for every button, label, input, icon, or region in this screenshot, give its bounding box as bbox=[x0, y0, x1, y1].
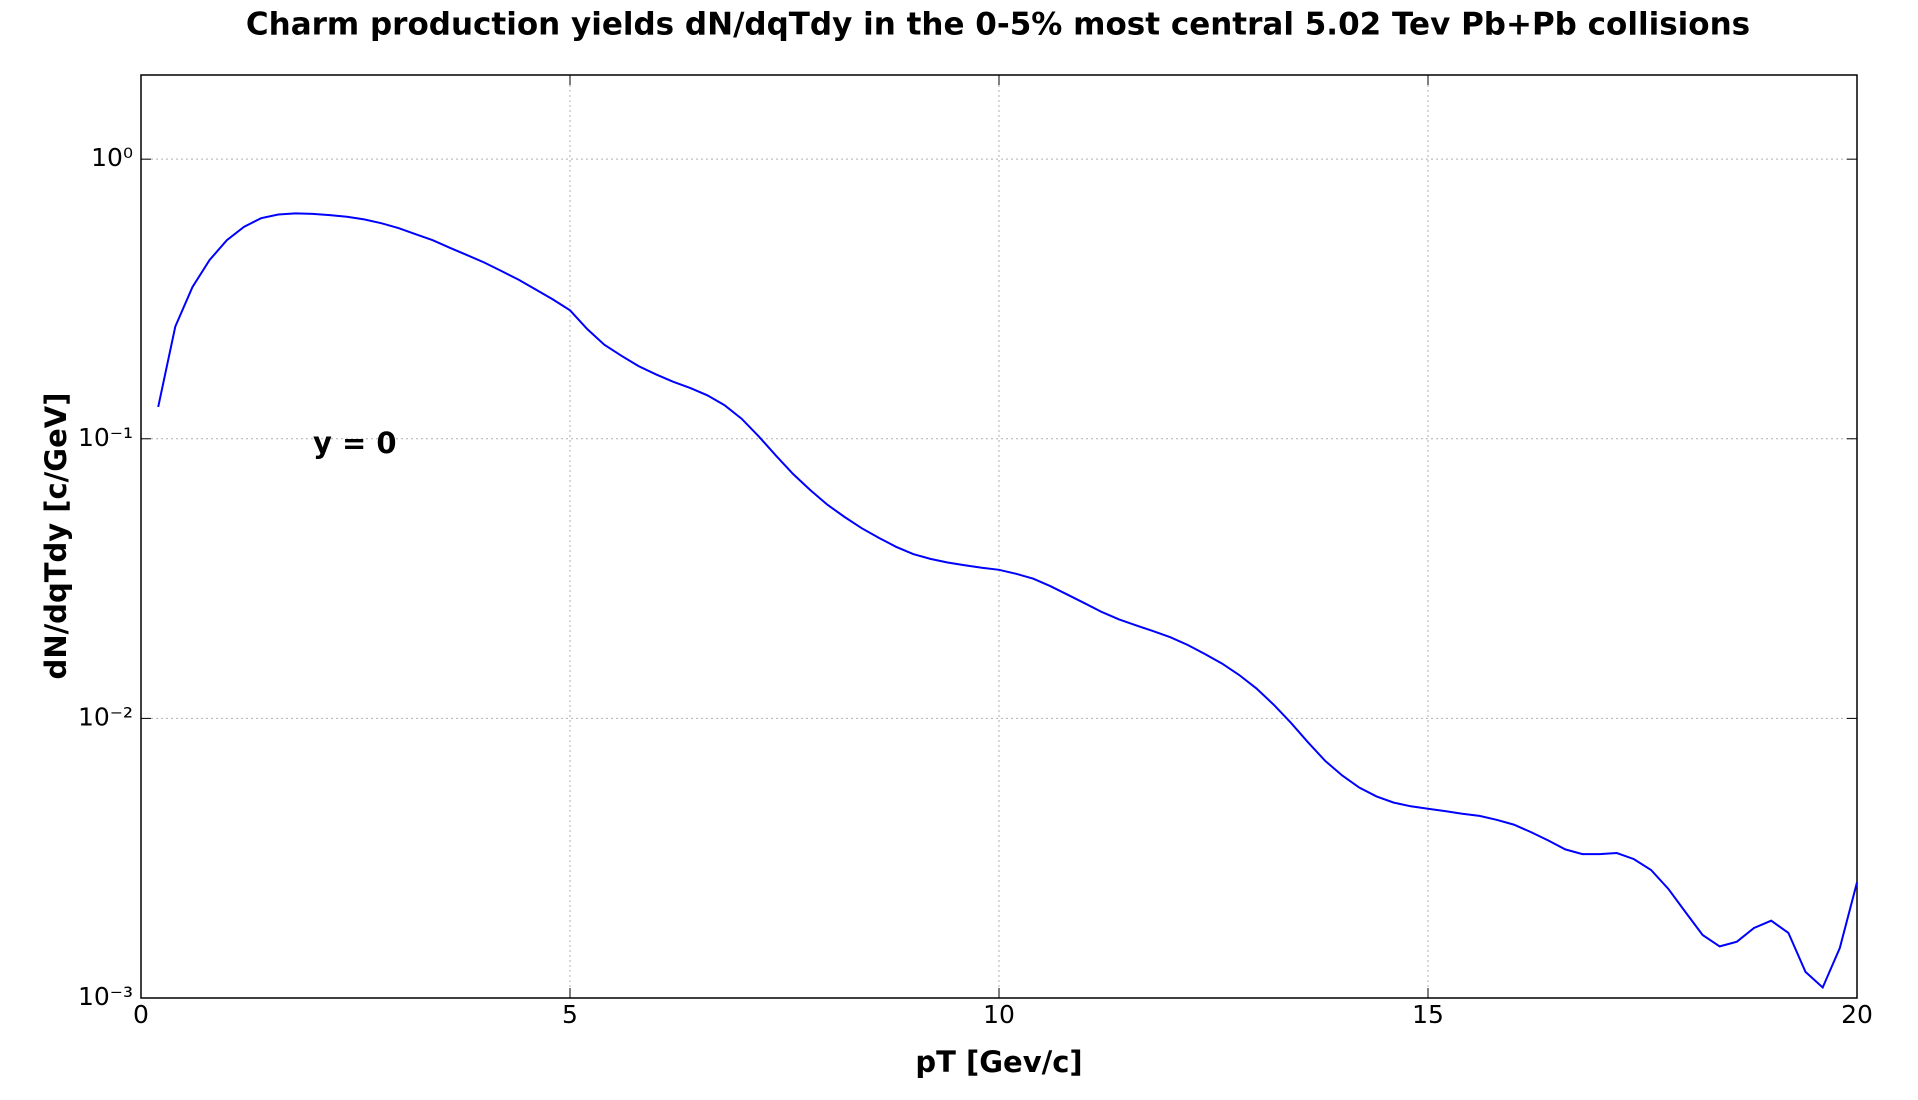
data-line bbox=[157, 212, 1858, 990]
y-tick-label: 10⁻¹ bbox=[78, 423, 133, 452]
x-tick-label: 15 bbox=[1412, 1000, 1444, 1029]
y-tick-label: 10⁻² bbox=[78, 702, 133, 731]
y-tick-label: 10⁰ bbox=[91, 143, 133, 172]
chart-title: Charm production yields dN/dqTdy in the … bbox=[246, 7, 1750, 43]
annotation: y = 0 bbox=[313, 426, 397, 460]
y-axis-label: dN/dqTdy [c/GeV] bbox=[39, 393, 73, 680]
x-tick-label: 5 bbox=[562, 1000, 578, 1029]
x-axis-label: pT [Gev/c] bbox=[915, 1045, 1082, 1079]
plot-frame bbox=[140, 74, 1858, 999]
x-tick-label: 10 bbox=[983, 1000, 1015, 1029]
x-tick-label: 20 bbox=[1841, 1000, 1873, 1029]
y-tick-label: 10⁻³ bbox=[78, 982, 133, 1011]
x-tick-label: 0 bbox=[133, 1000, 149, 1029]
